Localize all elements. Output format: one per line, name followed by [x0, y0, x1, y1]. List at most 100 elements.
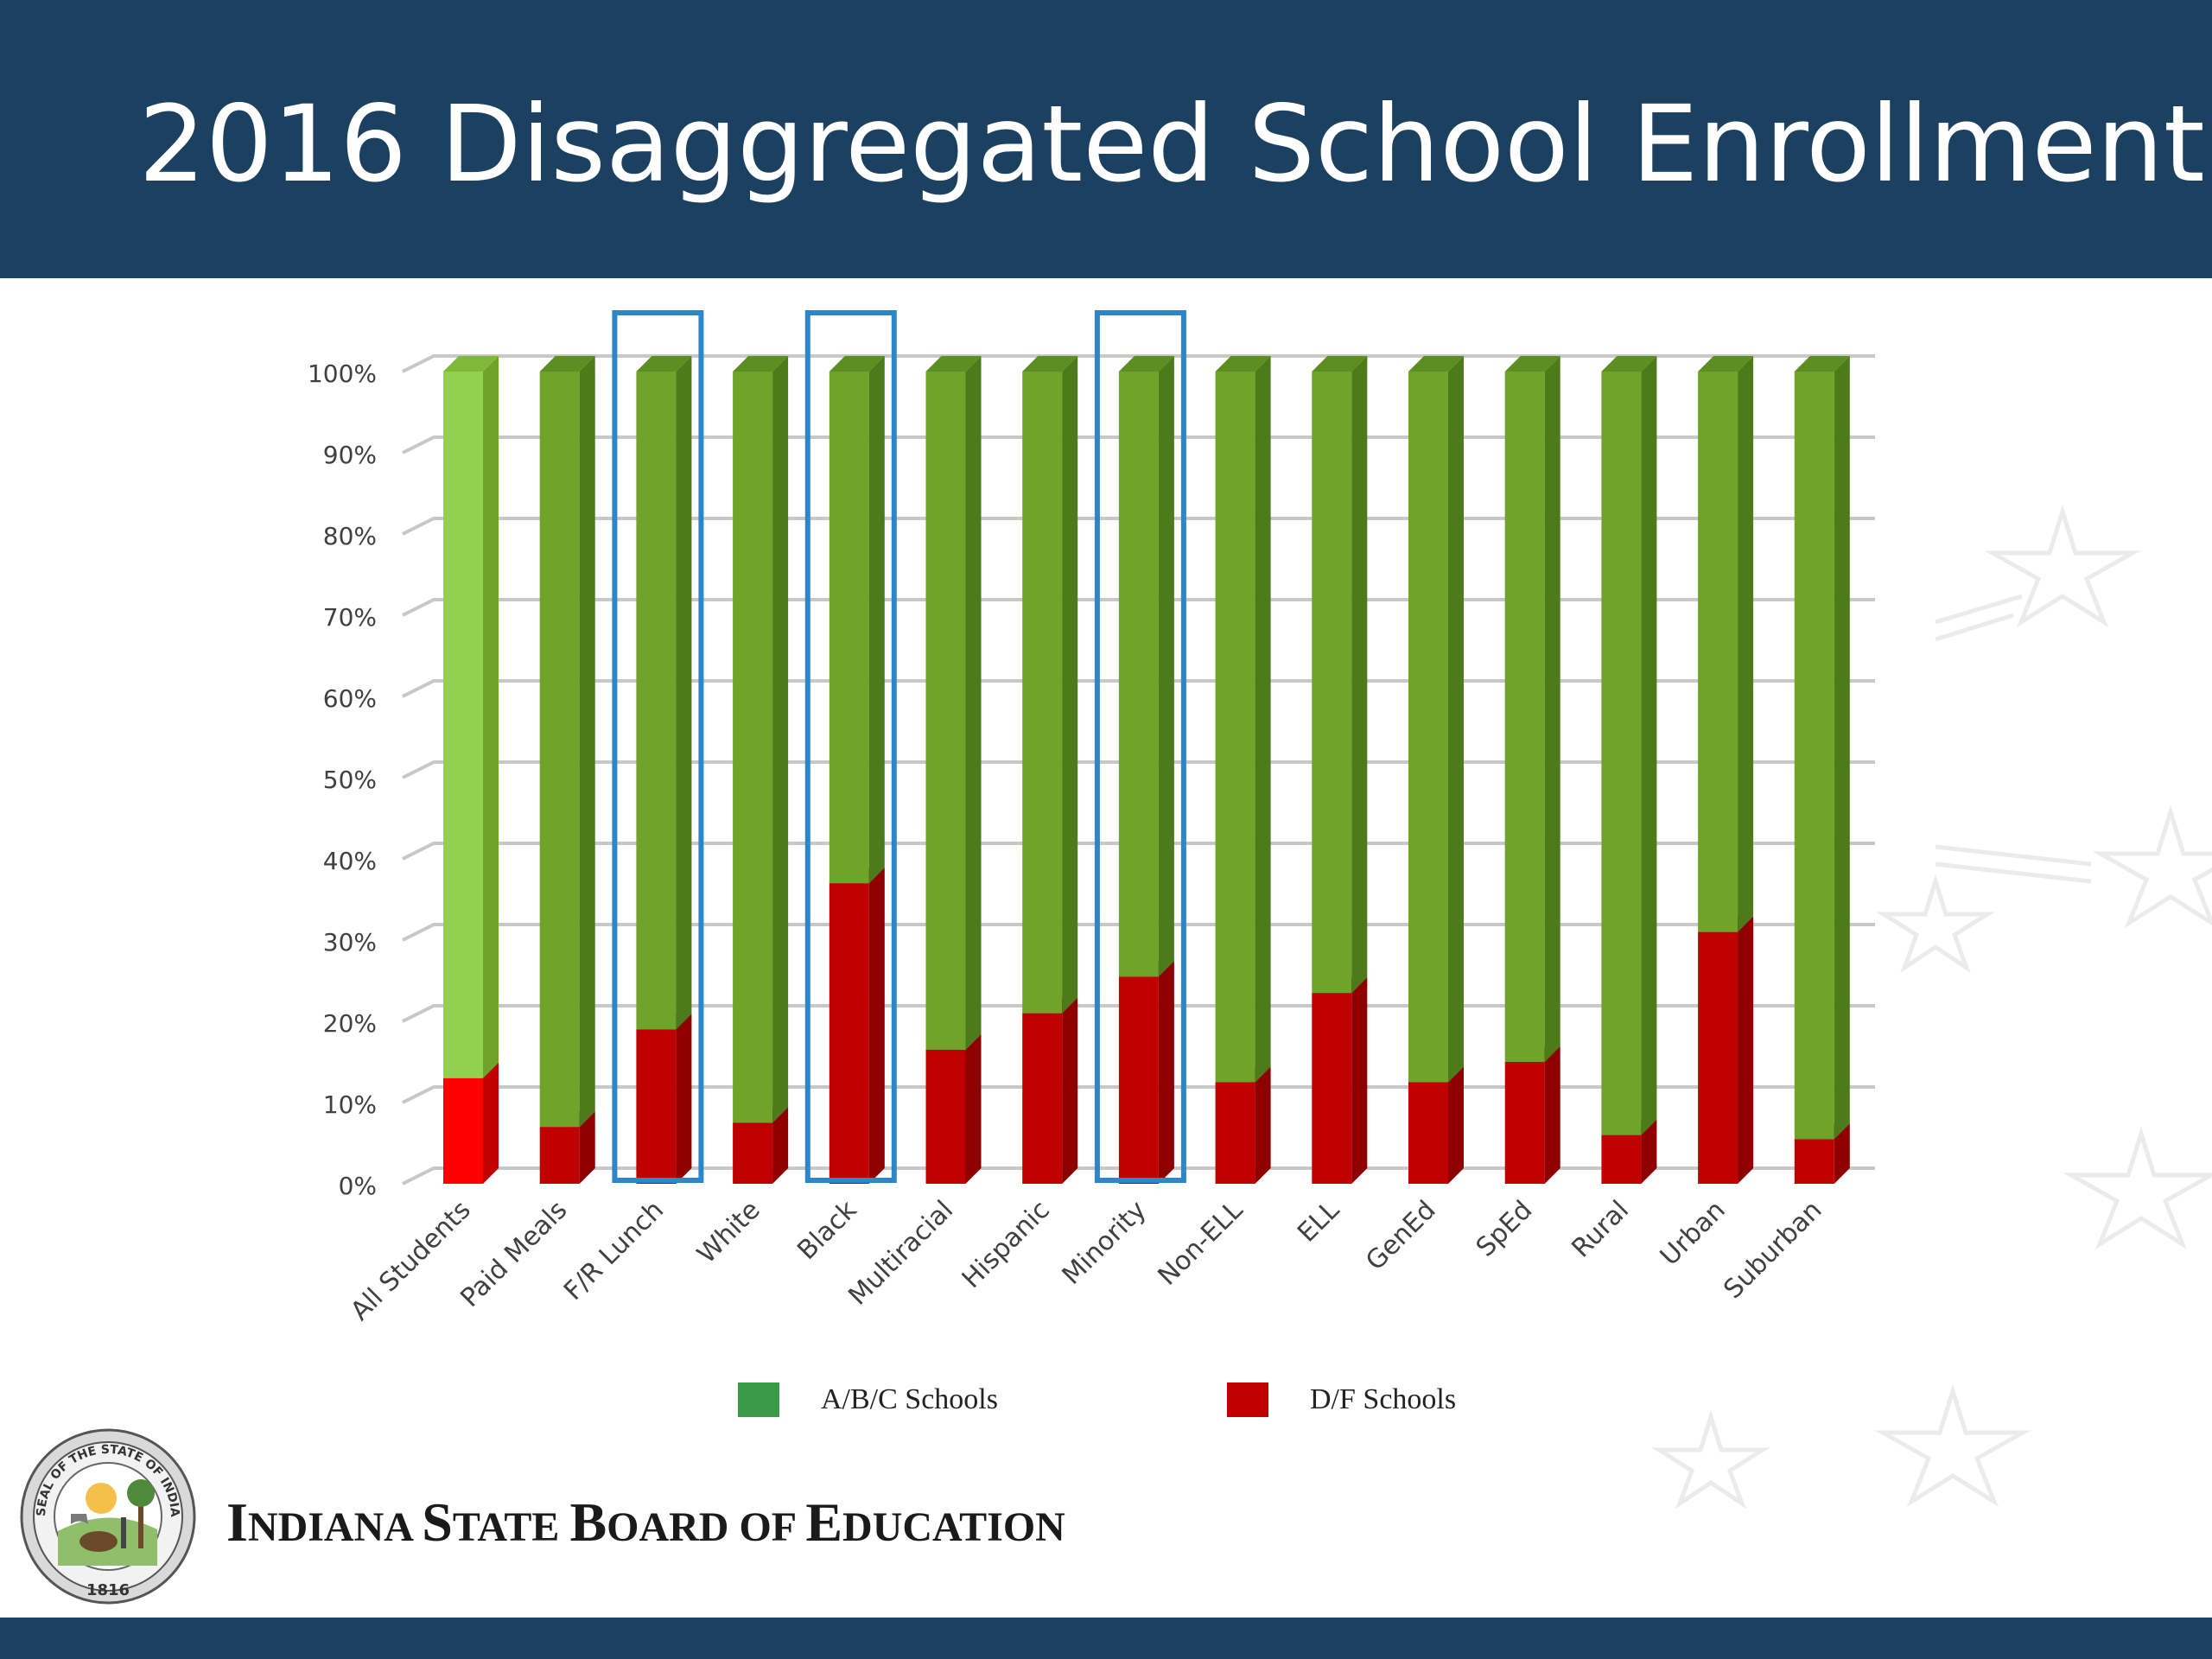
footer-bar [0, 1618, 2212, 1659]
bar-segment-df [443, 1077, 483, 1184]
x-tick-label: White [691, 1195, 766, 1269]
y-tick-label: 60% [323, 684, 377, 713]
organization-name: INDIANA STATE BOARD OF EDUCATION [226, 1488, 1065, 1557]
x-tick-label: Minority [1057, 1195, 1153, 1291]
gridline [402, 760, 1875, 779]
bar-segment-abc [636, 372, 677, 1030]
bar-segment-df [1698, 931, 1738, 1184]
bar-segment-df [925, 1049, 966, 1184]
bar-segment-df-side [676, 1014, 692, 1184]
legend-swatch-df [1227, 1382, 1268, 1417]
bar-segment-abc [1698, 372, 1738, 932]
x-tick-label: Multiracial [842, 1195, 959, 1312]
bar-segment-df-side [868, 868, 885, 1184]
bar-segment-abc [539, 372, 580, 1128]
bar-segment-abc-top [1312, 356, 1368, 372]
title-banner: 2016 Disaggregated School Enrollment [0, 0, 2212, 278]
y-tick-label: 70% [323, 603, 377, 632]
x-tick-label: Non-ELL [1153, 1195, 1249, 1292]
y-tick-label: 100% [308, 359, 377, 388]
bar-segment-df-side [1158, 961, 1174, 1184]
bar-segment-df [636, 1029, 677, 1184]
bar-segment-abc-top [443, 356, 499, 372]
bar-segment-abc-side [1544, 356, 1560, 1062]
bar-segment-abc-top [829, 356, 885, 372]
org-name-word: OF [739, 1504, 796, 1550]
y-tick-label: 0% [339, 1172, 377, 1200]
x-tick-label: Rural [1566, 1195, 1635, 1264]
bar-segment-abc-top [1601, 356, 1657, 372]
y-tick-label: 80% [323, 522, 377, 550]
bar-segment-abc [829, 372, 869, 884]
bar-segment-abc-side [483, 356, 499, 1078]
bar-segment-abc [1312, 372, 1352, 994]
bar-segment-df [1408, 1082, 1448, 1184]
bar-segment-abc-side [965, 356, 982, 1050]
slide-title: 2016 Disaggregated School Enrollment [138, 83, 2205, 206]
bar-segment-abc-side [579, 356, 595, 1128]
legend-item-abc: A/B/C Schools [738, 1381, 998, 1419]
bar-segment-abc [1215, 372, 1255, 1083]
y-tick-label: 90% [323, 441, 377, 469]
x-tick-label: ELL [1292, 1195, 1345, 1249]
y-tick-label: 30% [323, 928, 377, 957]
bar-segment-abc [1504, 372, 1545, 1062]
bar-segment-abc-top [733, 356, 789, 372]
bar-segment-df [733, 1122, 773, 1184]
bar-segment-abc [1601, 372, 1642, 1135]
bar-segment-df [1504, 1062, 1545, 1184]
bar-segment-df-side [1255, 1066, 1271, 1184]
bar-segment-df [1794, 1139, 1834, 1184]
y-tick-label: 20% [323, 1009, 377, 1038]
highlight-box [1094, 310, 1186, 1183]
bar-segment-df-side [1062, 997, 1078, 1184]
seal-year: 1816 [86, 1581, 130, 1599]
bar-segment-df [1312, 993, 1352, 1184]
gridline [402, 679, 1875, 698]
bar-segment-abc-side [676, 356, 692, 1030]
gridline [402, 923, 1875, 942]
legend-item-df: D/F Schools [1227, 1381, 1456, 1419]
bar-segment-abc [925, 372, 966, 1050]
x-tick-label: Hispanic [957, 1195, 1056, 1294]
legend-label-df: D/F Schools [1310, 1383, 1457, 1415]
star-icon [1984, 504, 2141, 628]
gridline [402, 1004, 1875, 1023]
bar-segment-df-side [1351, 977, 1368, 1184]
bar-segment-abc-top [539, 356, 595, 372]
org-name-word: EDUCATION [805, 1491, 1065, 1553]
bar-segment-abc-top [636, 356, 692, 372]
bar-segment-df [1215, 1082, 1255, 1184]
bar-segment-abc-top [1118, 356, 1174, 372]
bar-segment-abc-top [925, 356, 982, 372]
bar-segment-df [1022, 1013, 1063, 1184]
bar-segment-df-side [965, 1033, 982, 1184]
bar-segment-df-side [1448, 1066, 1464, 1184]
bar-segment-df [829, 883, 869, 1184]
bar-segment-df [1118, 976, 1159, 1184]
bar-segment-df-side [1834, 1123, 1850, 1184]
bar-segment-df-side [772, 1107, 789, 1184]
bar-segment-abc-side [1062, 356, 1078, 1014]
bar-segment-abc-top [1698, 356, 1754, 372]
highlight-box [612, 310, 704, 1183]
gridline [402, 354, 1875, 373]
bar-segment-df [539, 1127, 580, 1184]
x-tick-label: Suburban [1718, 1195, 1827, 1305]
gridline [402, 598, 1875, 617]
x-tick-label: SpEd [1471, 1195, 1539, 1263]
bar-segment-abc-side [868, 356, 885, 884]
bar-segment-abc-side [772, 356, 789, 1123]
bar-segment-abc [1408, 372, 1448, 1083]
y-tick-label: 40% [323, 847, 377, 875]
x-tick-label: F/R Lunch [558, 1195, 670, 1306]
star-icon [1651, 1409, 1770, 1510]
y-tick-label: 10% [323, 1090, 377, 1119]
x-tick-label: Black [791, 1194, 863, 1266]
bar-segment-abc-side [1255, 356, 1271, 1083]
highlight-box [804, 310, 897, 1183]
org-name-word: BOARD [569, 1491, 729, 1553]
bar-segment-abc-side [1738, 356, 1754, 932]
